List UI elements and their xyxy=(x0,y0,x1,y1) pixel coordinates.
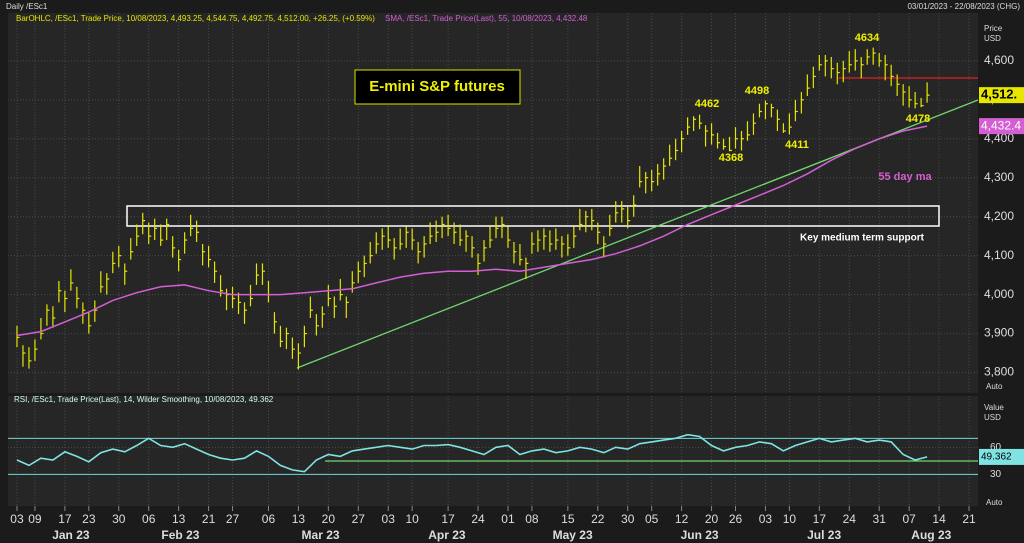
month-label: Apr 23 xyxy=(428,528,466,542)
x-tick-label: 17 xyxy=(441,512,455,526)
annotation: 4368 xyxy=(719,152,743,164)
rsi-panel xyxy=(8,396,978,506)
scale-mode: Auto xyxy=(986,382,1003,391)
annotation: 4411 xyxy=(785,139,809,151)
month-label: May 23 xyxy=(553,528,593,542)
scale-mode: Auto xyxy=(986,498,1003,507)
ohlc-legend: BarOHLC, /ESc1, Trade Price, 10/08/2023,… xyxy=(16,14,375,23)
month-label: Aug 23 xyxy=(911,528,951,542)
last-value-label: 4,432.4 xyxy=(981,118,1021,132)
last-value-tag xyxy=(979,87,1024,104)
month-label: Feb 23 xyxy=(161,528,199,542)
x-tick-label: 03 xyxy=(382,512,396,526)
x-tick-label: 21 xyxy=(962,512,976,526)
support-box xyxy=(126,205,940,227)
y-label: Value xyxy=(984,403,1004,412)
y-unit: USD xyxy=(984,34,1001,43)
y-tick-label: 4,600 xyxy=(984,53,1014,67)
title-box xyxy=(354,69,521,105)
x-tick-label: 27 xyxy=(226,512,240,526)
x-tick-label: 23 xyxy=(82,512,96,526)
x-tick-label: 10 xyxy=(405,512,419,526)
x-tick-label: 03 xyxy=(10,512,24,526)
x-tick-label: 20 xyxy=(705,512,719,526)
x-tick-label: 30 xyxy=(621,512,635,526)
x-tick-label: 31 xyxy=(873,512,887,526)
sma-legend: SMA, /ESc1, Trade Price(Last), 55, 10/08… xyxy=(385,14,588,23)
y-tick-label: 30 xyxy=(990,469,1002,480)
x-tick-label: 07 xyxy=(902,512,916,526)
y-tick-label: 60 xyxy=(990,442,1002,453)
x-tick-label: 08 xyxy=(525,512,539,526)
y-tick-label: 4,200 xyxy=(984,209,1014,223)
header-left: Daily /ESc1 xyxy=(6,2,48,11)
header-right: 03/01/2023 - 22/08/2023 (CHG) xyxy=(907,2,1020,11)
x-tick-label: 03 xyxy=(759,512,773,526)
y-unit: USD xyxy=(984,413,1001,422)
x-tick-label: 17 xyxy=(813,512,827,526)
last-value-label: 4,512. xyxy=(981,87,1017,102)
x-tick-label: 13 xyxy=(172,512,186,526)
y-tick-label: 4,300 xyxy=(984,170,1014,184)
last-value-tag xyxy=(979,118,1024,135)
x-tick-label: 05 xyxy=(645,512,659,526)
annotation: 4498 xyxy=(745,85,769,97)
month-label: Jan 23 xyxy=(52,528,90,542)
x-tick-label: 09 xyxy=(28,512,42,526)
x-tick-label: 17 xyxy=(58,512,72,526)
series-line xyxy=(16,125,928,337)
annotation: 4634 xyxy=(855,32,880,44)
annotation: 4462 xyxy=(695,98,719,110)
annotation: 55 day ma xyxy=(878,171,932,183)
x-tick-label: 12 xyxy=(675,512,689,526)
x-tick-label: 24 xyxy=(843,512,857,526)
annotation: Key medium term support xyxy=(800,233,925,244)
x-tick-label: 13 xyxy=(292,512,306,526)
x-tick-label: 21 xyxy=(202,512,216,526)
rsi-legend: RSI, /ESc1, Trade Price(Last), 14, Wilde… xyxy=(14,395,274,404)
y-tick-label: 3,900 xyxy=(984,326,1014,340)
series-line xyxy=(16,433,928,473)
chart-title: E-mini S&P futures xyxy=(369,78,505,95)
annotation: 4478 xyxy=(906,113,930,125)
x-tick-label: 26 xyxy=(729,512,743,526)
month-label: Jul 23 xyxy=(807,528,841,542)
month-label: Jun 23 xyxy=(681,528,719,542)
last-value-tag xyxy=(979,448,1024,465)
x-tick-label: 27 xyxy=(352,512,366,526)
y-tick-label: 4,100 xyxy=(984,248,1014,262)
x-tick-label: 22 xyxy=(591,512,605,526)
last-value-label: 49.362 xyxy=(981,452,1012,463)
y-tick-label: 3,800 xyxy=(984,365,1014,379)
x-tick-label: 06 xyxy=(262,512,276,526)
x-tick-label: 06 xyxy=(142,512,156,526)
x-tick-label: 24 xyxy=(471,512,485,526)
y-tick-label: 4,400 xyxy=(984,131,1014,145)
y-label: Price xyxy=(984,24,1003,33)
month-label: Mar 23 xyxy=(302,528,340,542)
x-tick-label: 14 xyxy=(932,512,946,526)
x-tick-label: 20 xyxy=(322,512,336,526)
x-tick-label: 01 xyxy=(501,512,515,526)
y-tick-label: 4,000 xyxy=(984,287,1014,301)
x-tick-label: 15 xyxy=(561,512,575,526)
x-tick-label: 30 xyxy=(112,512,126,526)
x-tick-label: 10 xyxy=(783,512,797,526)
